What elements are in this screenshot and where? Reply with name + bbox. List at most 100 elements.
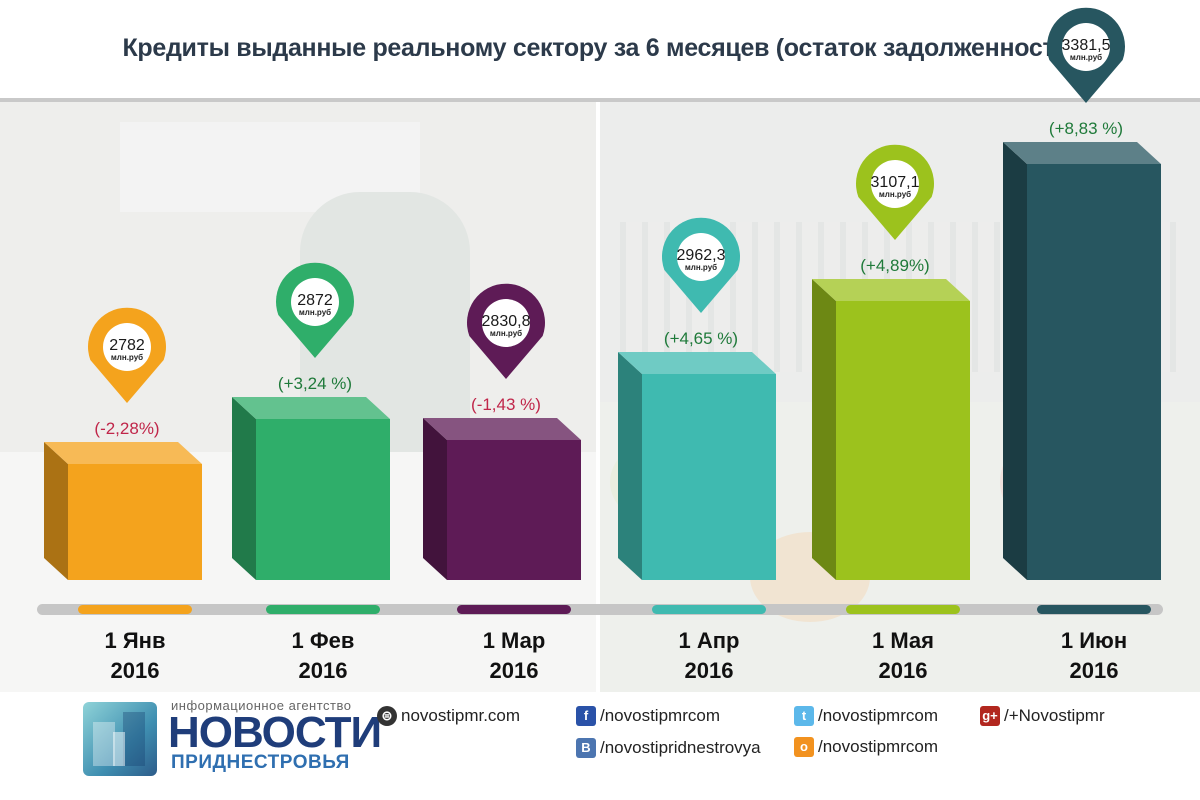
value-label: 3381,5: [1062, 37, 1111, 54]
x-tick-year: 2016: [1069, 658, 1119, 683]
facebook-icon: f: [576, 706, 596, 726]
logo-name: НОВОСТИ: [168, 708, 382, 757]
site-link-text: novostipmr.com: [401, 706, 521, 725]
unit-label: млн.руб: [1070, 53, 1102, 62]
twitter-link-text: /novostipmrcom: [818, 706, 938, 725]
bar-front-face: [1027, 164, 1161, 580]
unit-label: млн.руб: [685, 263, 717, 272]
x-tick-year: 2016: [298, 658, 348, 683]
x-axis-track: [37, 604, 1163, 615]
x-tick-date: 1 Фев: [291, 628, 355, 653]
value-label: 2830,8: [482, 313, 531, 330]
twitter-icon: t: [794, 706, 814, 726]
pin-inner-circle: [871, 160, 919, 208]
change-label: (-1,43 %): [471, 395, 541, 414]
x-tick-year: 2016: [878, 658, 928, 683]
x-tick-label-4: 1 Апр 2016: [629, 626, 789, 686]
change-label: (-2,28%): [94, 419, 159, 438]
unit-label: млн.руб: [879, 190, 911, 199]
bar-side-face: [618, 352, 642, 580]
value-label: 2962,3: [677, 247, 726, 264]
title-divider: [0, 98, 1200, 102]
value-label: 3107,1: [871, 174, 920, 191]
axis-color-marker: [1037, 605, 1151, 614]
x-tick-date: 1 Мар: [482, 628, 546, 653]
agency-tagline: информационное агентство: [171, 698, 352, 713]
value-label: 2782: [109, 337, 145, 354]
x-tick-year: 2016: [489, 658, 539, 683]
axis-color-marker: [78, 605, 192, 614]
odnoklassniki-link[interactable]: о /novostipmrcom: [794, 737, 938, 757]
change-label: (+4,65 %): [664, 329, 738, 348]
bar-front-face: [447, 440, 581, 580]
bar-top-face: [44, 442, 202, 464]
pin-inner-circle: [291, 278, 339, 326]
logo-region: ПРИДНЕСТРОВЬЯ: [171, 752, 350, 773]
x-tick-date: 1 Мая: [871, 628, 934, 653]
bar-side-face: [423, 418, 447, 580]
bar-front-face: [256, 419, 390, 580]
x-tick-date: 1 Янв: [104, 628, 166, 653]
twitter-link[interactable]: t /novostipmrcom: [794, 706, 938, 726]
x-tick-label-3: 1 Мар 2016: [434, 626, 594, 686]
x-tick-year: 2016: [684, 658, 734, 683]
facebook-link[interactable]: f /novostipmrcom: [576, 706, 720, 726]
bar-side-face: [812, 279, 836, 580]
ok-icon: о: [794, 737, 814, 757]
footer: информационное агентство НОВОСТИ ПРИДНЕС…: [0, 692, 1200, 800]
bar-front-face: [836, 301, 970, 580]
change-label: (+3,24 %): [278, 374, 352, 393]
x-tick-date: 1 Апр: [678, 628, 740, 653]
vk-icon: В: [576, 738, 596, 758]
bar-top-face: [232, 397, 390, 419]
bar-side-face: [232, 397, 256, 580]
unit-label: млн.руб: [111, 353, 143, 362]
change-label: (+4,89%): [860, 256, 929, 275]
bar-top-face: [812, 279, 970, 301]
value-label: 2872: [297, 292, 333, 309]
bar-top-face: [618, 352, 776, 374]
vk-link[interactable]: В /novostipridnestrovya: [576, 738, 761, 758]
axis-color-marker: [846, 605, 960, 614]
x-tick-label-1: 1 Янв 2016: [55, 626, 215, 686]
axis-color-marker: [266, 605, 380, 614]
bar-front-face: [642, 374, 776, 580]
axis-color-marker: [652, 605, 766, 614]
x-tick-date: 1 Июн: [1060, 628, 1128, 653]
site-link[interactable]: ⊜ novostipmr.com: [377, 706, 520, 726]
bar-side-face: [44, 442, 68, 580]
bar-top-face: [423, 418, 581, 440]
x-tick-label-6: 1 Июн 2016: [1014, 626, 1174, 686]
globe-icon: ⊜: [377, 706, 397, 726]
pin-inner-circle: [1062, 23, 1110, 71]
x-tick-label-2: 1 Фев 2016: [243, 626, 403, 686]
pin-inner-circle: [482, 299, 530, 347]
axis-color-marker: [457, 605, 571, 614]
bar-front-face: [68, 464, 202, 580]
googleplus-link-text: /+Novostipmr: [1004, 706, 1105, 725]
pin-inner-circle: [677, 233, 725, 281]
x-tick-year: 2016: [110, 658, 160, 683]
logo-icon: [83, 702, 157, 776]
chart-title: Кредиты выданные реальному сектору за 6 …: [122, 34, 1078, 62]
facebook-link-text: /novostipmrcom: [600, 706, 720, 725]
bar-side-face: [1003, 142, 1027, 580]
pin-inner-circle: [103, 323, 151, 371]
x-tick-label-5: 1 Мая 2016: [823, 626, 983, 686]
googleplus-link[interactable]: g+ /+Novostipmr: [980, 706, 1105, 726]
bar-top-face: [1003, 142, 1161, 164]
unit-label: млн.руб: [490, 329, 522, 338]
